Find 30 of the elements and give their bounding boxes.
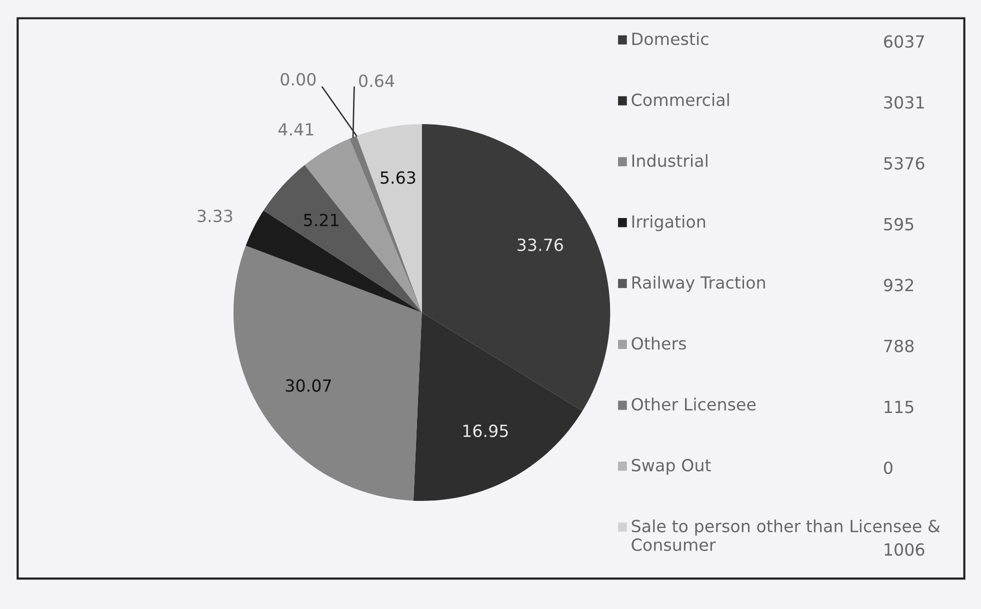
text: 115	[884, 400, 914, 414]
pie-slice	[233, 246, 422, 501]
data-label: 5.63	[380, 171, 416, 184]
text: 6037	[884, 35, 924, 48]
legend-label: Irrigation	[632, 214, 706, 232]
data-label: 33.76	[518, 238, 563, 252]
data-label: 0.64	[359, 74, 394, 88]
legend-label: Other Licensee	[632, 398, 756, 411]
legend-label: Railway Traction	[632, 276, 765, 292]
data-label: 16.95	[463, 424, 508, 438]
data-label: 4.41	[278, 123, 314, 136]
pie-slice	[246, 210, 422, 313]
legend-label: Domestic	[632, 32, 708, 46]
text: 5376	[884, 157, 924, 170]
pie-slice	[304, 138, 422, 313]
data-label: 30.07	[286, 379, 331, 392]
legend-label: Others	[632, 336, 686, 350]
legend-label: Industrial	[632, 154, 708, 167]
legend-label: Commercial	[632, 93, 729, 106]
pie-slice	[264, 165, 422, 313]
text: 3031	[884, 96, 924, 109]
text: 0.00	[280, 72, 316, 86]
text: 932	[884, 278, 914, 292]
text: 1006	[884, 543, 924, 556]
data-label: 5.21	[304, 214, 338, 226]
text: 595	[884, 218, 914, 231]
text: 788	[884, 340, 914, 352]
data-label: 3.33	[198, 210, 232, 222]
legend-label: Swap Out	[632, 458, 711, 475]
text: 0	[884, 462, 892, 474]
